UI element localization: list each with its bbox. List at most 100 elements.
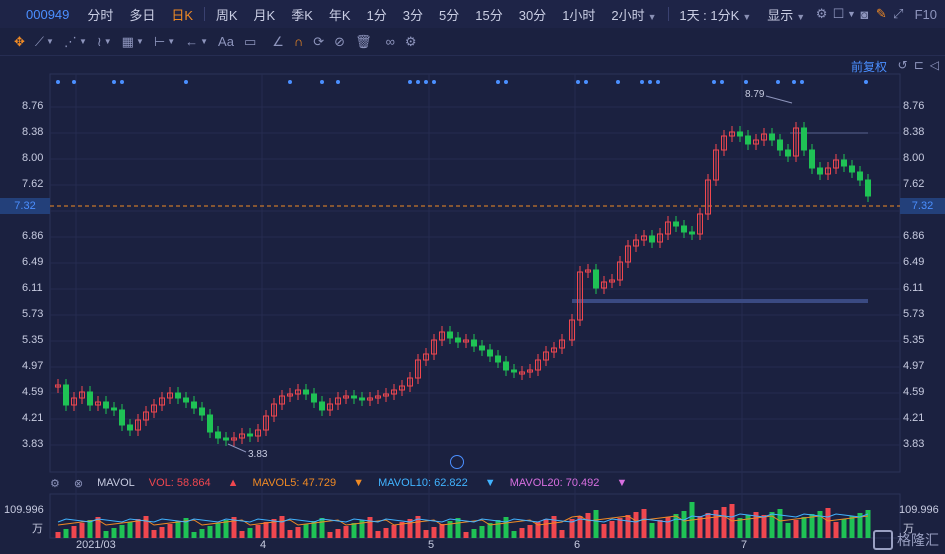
candle-body	[367, 397, 373, 401]
arrow-tool-icon[interactable]: ← ▼	[185, 34, 209, 49]
price-label-right: 5.35	[903, 334, 925, 346]
support-line	[572, 299, 868, 303]
polyline-tool-icon[interactable]: ⋰ ▼	[63, 33, 87, 49]
restore-right-mode[interactable]: 前复权	[850, 60, 887, 74]
top-tab-bar: 000949 分时 多日 日K 周K 月K 季K 年K 1分 3分 5分 15分…	[0, 0, 945, 29]
volume-bar	[649, 523, 655, 538]
volume-bar	[865, 510, 871, 538]
undo-icon[interactable]: ↺	[897, 58, 908, 72]
event-marker-icon	[584, 80, 588, 84]
sync-icon[interactable]: ⟳	[313, 33, 325, 49]
reset-zoom-icon[interactable]	[450, 455, 464, 469]
volume-bar	[399, 522, 405, 538]
mavol20-text: MAVOL20: 70.492	[509, 477, 600, 489]
event-marker-icon	[744, 80, 748, 84]
stock-code[interactable]: 000949	[26, 6, 70, 22]
tab-weekly-k[interactable]: 周K	[215, 7, 238, 23]
checkbox-icon[interactable]: ☐	[832, 6, 845, 21]
candle-body	[721, 135, 727, 151]
indicator-name[interactable]: MAVOL	[97, 477, 135, 489]
hide-icon[interactable]: ⊘	[334, 33, 346, 49]
volume-bar	[223, 520, 229, 538]
settings-icon[interactable]: ⚙	[404, 33, 417, 49]
candle-body	[801, 127, 807, 151]
volume-bar	[103, 531, 109, 538]
tab-5min[interactable]: 5分	[439, 7, 460, 23]
tab-1hour[interactable]: 1小时	[562, 7, 596, 23]
vol-value: VOL: 58.864 ▲	[148, 477, 239, 489]
price-label-right: 7.62	[903, 178, 925, 190]
volume-bar	[55, 532, 61, 538]
volume-bar	[713, 510, 719, 538]
event-marker-icon	[288, 80, 292, 84]
collapse-icon[interactable]: ◁	[929, 58, 939, 72]
gear-icon[interactable]: ⚙	[815, 6, 828, 21]
volume-bar	[673, 514, 679, 538]
tab-fenshi[interactable]: 分时	[87, 7, 114, 23]
trash-icon[interactable]: 🗑	[355, 33, 372, 49]
drawing-toolbar: ✥ ⟋ ▼ ⋰ ▼ ≀ ▼ ▦ ▼ ⊢ ▼ ← ▼ Aa ▭ ∠ ∩ ⟳ ⊘ 🗑 ∞ ⚙	[0, 28, 945, 56]
text-tool-icon[interactable]: Aa	[218, 34, 234, 49]
event-marker-icon	[776, 80, 780, 84]
link-icon[interactable]: ∞	[385, 34, 395, 49]
mavol5-value: MAVOL5: 47.729 ▼	[252, 477, 365, 489]
x-label-june: 6	[574, 539, 581, 551]
close-icon[interactable]: ⊗	[73, 477, 84, 490]
volume-bar	[407, 519, 413, 538]
tab-3min[interactable]: 3分	[402, 7, 424, 23]
volume-bar	[593, 510, 599, 538]
angle-icon[interactable]: ∠	[272, 33, 284, 49]
fullscreen-icon[interactable]: ⤢	[892, 6, 904, 21]
display-select[interactable]: 显示 ▼	[759, 5, 813, 24]
watermark-text: 格隆汇	[897, 532, 939, 548]
chevron-down-icon[interactable]: ▼	[846, 9, 856, 19]
fib-tool-icon[interactable]: ▦ ▼	[121, 33, 144, 49]
watermark: 格隆汇	[873, 530, 939, 550]
candle-body	[135, 419, 141, 431]
period-select-label: 1天 : 1分K	[679, 7, 740, 23]
line-tool-icon[interactable]: ⟋ ▼	[34, 33, 54, 49]
tab-quarterly-k[interactable]: 季K	[291, 7, 313, 23]
tab-monthly-k[interactable]: 月K	[253, 7, 276, 23]
restart-icon[interactable]: ⊏	[913, 58, 924, 72]
volume-bar	[247, 528, 253, 538]
candle-body	[447, 331, 453, 339]
settings-icon[interactable]: ⚙	[50, 477, 60, 490]
f10-button[interactable]: F10	[914, 6, 937, 22]
pencil-icon[interactable]: ✎	[875, 6, 887, 21]
camera-icon[interactable]: ◙	[860, 6, 869, 22]
period-select[interactable]: 1天 : 1分K ▼	[671, 5, 759, 24]
tab-daily-k[interactable]: 日K	[171, 7, 194, 23]
volume-bar	[207, 526, 213, 538]
price-label-left: 6.86	[22, 230, 44, 242]
price-label-right: 8.76	[903, 100, 925, 112]
candle-body	[601, 281, 607, 289]
volume-bar	[681, 511, 687, 538]
candle-body	[649, 235, 655, 243]
tab-duori[interactable]: 多日	[129, 7, 156, 23]
event-marker-icon	[656, 80, 660, 84]
wave-tool-icon[interactable]: ≀ ▼	[96, 33, 112, 49]
candle-body	[503, 361, 509, 371]
move-tool-icon[interactable]: ✥	[14, 33, 25, 49]
tab-15min[interactable]: 15分	[475, 7, 503, 23]
candle-body	[295, 389, 301, 395]
tab-yearly-k[interactable]: 年K	[328, 7, 351, 23]
candle-body	[303, 389, 309, 395]
magnet-icon[interactable]: ∩	[293, 34, 304, 49]
candle-body	[617, 261, 623, 281]
candle-body	[159, 397, 165, 406]
price-label-left: 8.38	[22, 126, 44, 138]
volume-bar	[569, 519, 575, 538]
measure-tool-icon[interactable]: ⊢ ▼	[153, 33, 176, 49]
comment-icon[interactable]: ▭	[243, 33, 257, 49]
tab-30min[interactable]: 30分	[518, 7, 547, 23]
candle-body	[841, 159, 847, 167]
tab-1min[interactable]: 1分	[366, 7, 387, 23]
volume-bar	[721, 507, 727, 538]
candle-body	[519, 371, 525, 375]
volume-bar	[303, 524, 309, 538]
mavol10-value: MAVOL10: 62.822 ▼	[378, 477, 496, 489]
tab-2hour[interactable]: 2小时 ▼	[603, 5, 664, 24]
